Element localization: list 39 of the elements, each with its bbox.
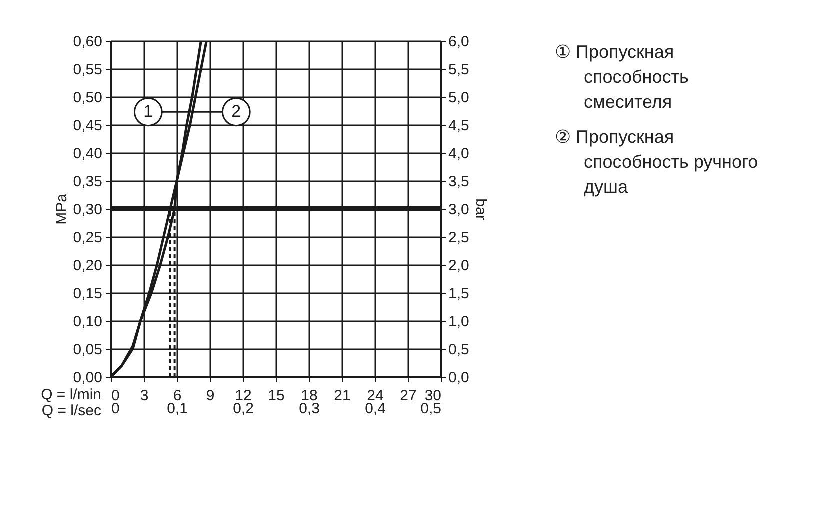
x-tick-label: 27 [400, 388, 417, 404]
x-tick-label: 15 [268, 388, 285, 404]
y-tick-label: 0,00 [73, 370, 102, 386]
y2-tick-label: 6,0 [448, 34, 470, 50]
y2-axis-title: bar [472, 198, 490, 220]
y2-tick-label: 3,0 [448, 202, 470, 218]
y-tick-label: 0,15 [73, 286, 102, 302]
x-tick-label: 21 [334, 388, 351, 404]
y2-tick-label: 0,0 [448, 370, 470, 386]
y-tick-label: 0,40 [73, 146, 102, 162]
x-tick-label: 9 [206, 388, 215, 404]
y2-tick-label: 2,5 [448, 230, 470, 246]
y2-tick-label: 5,0 [448, 90, 470, 106]
y2-tick-label: 3,5 [448, 174, 470, 190]
x-tick-label: 3 [140, 388, 149, 404]
y-tick-label: 0,35 [73, 174, 102, 190]
y-tick-label: 0,25 [73, 230, 102, 246]
y2-tick-label: 1,0 [448, 314, 470, 330]
y-axis-title: MPa [53, 193, 70, 225]
y-tick-label: 0,10 [73, 314, 102, 330]
y2-tick-label: 0,5 [448, 342, 470, 358]
x-axis-title: Q = l/min [41, 386, 102, 404]
y2-tick-label: 4,0 [448, 146, 470, 162]
annotation: 2 [232, 102, 242, 122]
y-tick-label: 0,50 [73, 90, 102, 106]
x2-axis-title: Q = l/sec [42, 402, 102, 420]
text: ① Пропускная способность смесителя [555, 42, 689, 112]
y2-tick-label: 1,5 [448, 286, 470, 302]
y-tick-label: 0,45 [73, 118, 102, 134]
y-tick-label: 0,20 [73, 258, 102, 274]
y-tick-label: 0,05 [73, 342, 102, 358]
y2-tick-label: 2,0 [448, 258, 470, 274]
text: ② Пропускная способность ручного душа [555, 127, 758, 197]
y2-tick-label: 4,5 [448, 118, 470, 134]
y2-tick-label: 5,5 [448, 62, 470, 78]
annotation: 1 [144, 102, 154, 122]
y-tick-label: 0,60 [73, 34, 102, 50]
y-tick-label: 0,30 [73, 202, 102, 218]
y-tick-label: 0,55 [73, 62, 102, 78]
